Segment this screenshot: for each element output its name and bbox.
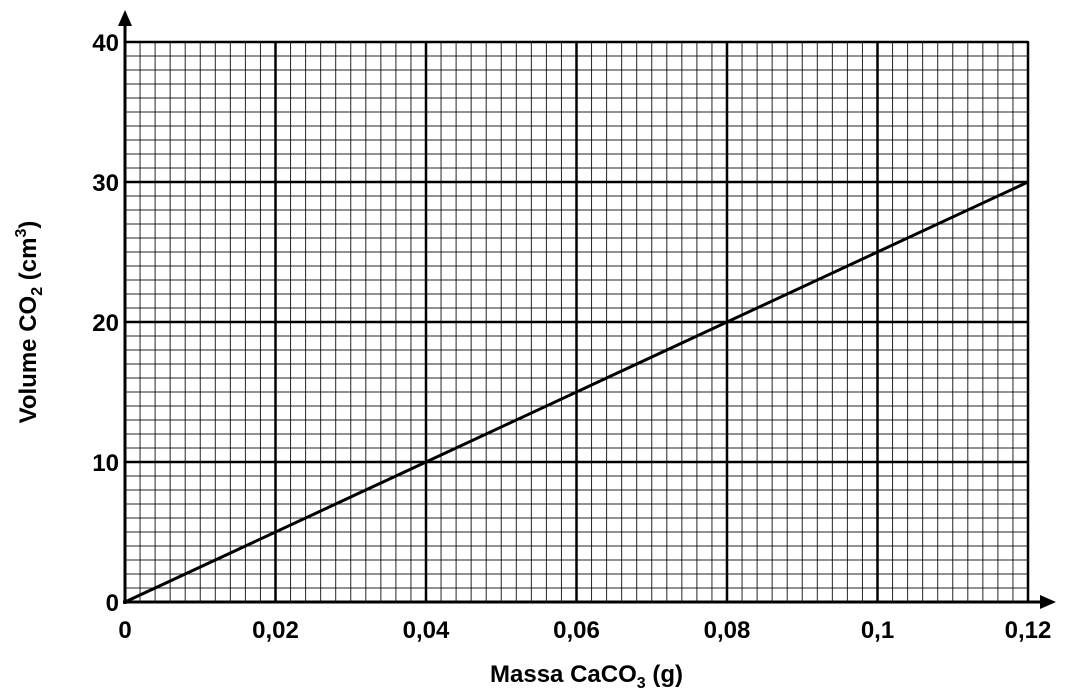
x-axis-title-subscript: 3 <box>637 675 646 691</box>
series-line-0 <box>124 180 1029 604</box>
y-tick-label: 30 <box>92 170 119 197</box>
y-tick-label: 40 <box>92 30 119 57</box>
x-tick-label: 0,02 <box>252 617 299 644</box>
y-tick-label: 10 <box>92 450 119 477</box>
x-tick-label: 0,1 <box>861 617 894 644</box>
x-tick-label: 0,06 <box>553 617 600 644</box>
x-tick-labels: 0 0,02 0,04 0,06 0,08 0,1 0,12 <box>118 617 1051 644</box>
y-axis-title-tail: ) <box>15 221 42 229</box>
y-axis-title-subscript: 2 <box>29 287 46 296</box>
x-tick-label: 0,04 <box>403 617 450 644</box>
series-layer <box>124 180 1029 604</box>
y-axis-arrow <box>118 10 132 26</box>
y-axis-title-mid: (cm <box>15 238 42 287</box>
y-tick-label: 0 <box>106 590 119 617</box>
x-axis-title-base: Massa CaCO <box>490 661 637 688</box>
axes <box>118 10 1056 609</box>
y-axis-title-base: Volume CO <box>15 296 42 424</box>
y-axis-title: Volume CO2 (cm3) <box>13 221 46 424</box>
y-tick-label: 20 <box>92 310 119 337</box>
y-tick-labels: 0 10 20 30 40 <box>92 30 119 617</box>
x-axis-arrow <box>1040 595 1056 609</box>
x-tick-label: 0,08 <box>704 617 751 644</box>
x-axis-title: Massa CaCO3 (g) <box>490 661 683 691</box>
x-axis-title-tail: (g) <box>646 661 683 688</box>
y-axis-title-superscript: 3 <box>13 229 30 238</box>
x-tick-label: 0 <box>118 617 131 644</box>
x-tick-label: 0,12 <box>1005 617 1052 644</box>
